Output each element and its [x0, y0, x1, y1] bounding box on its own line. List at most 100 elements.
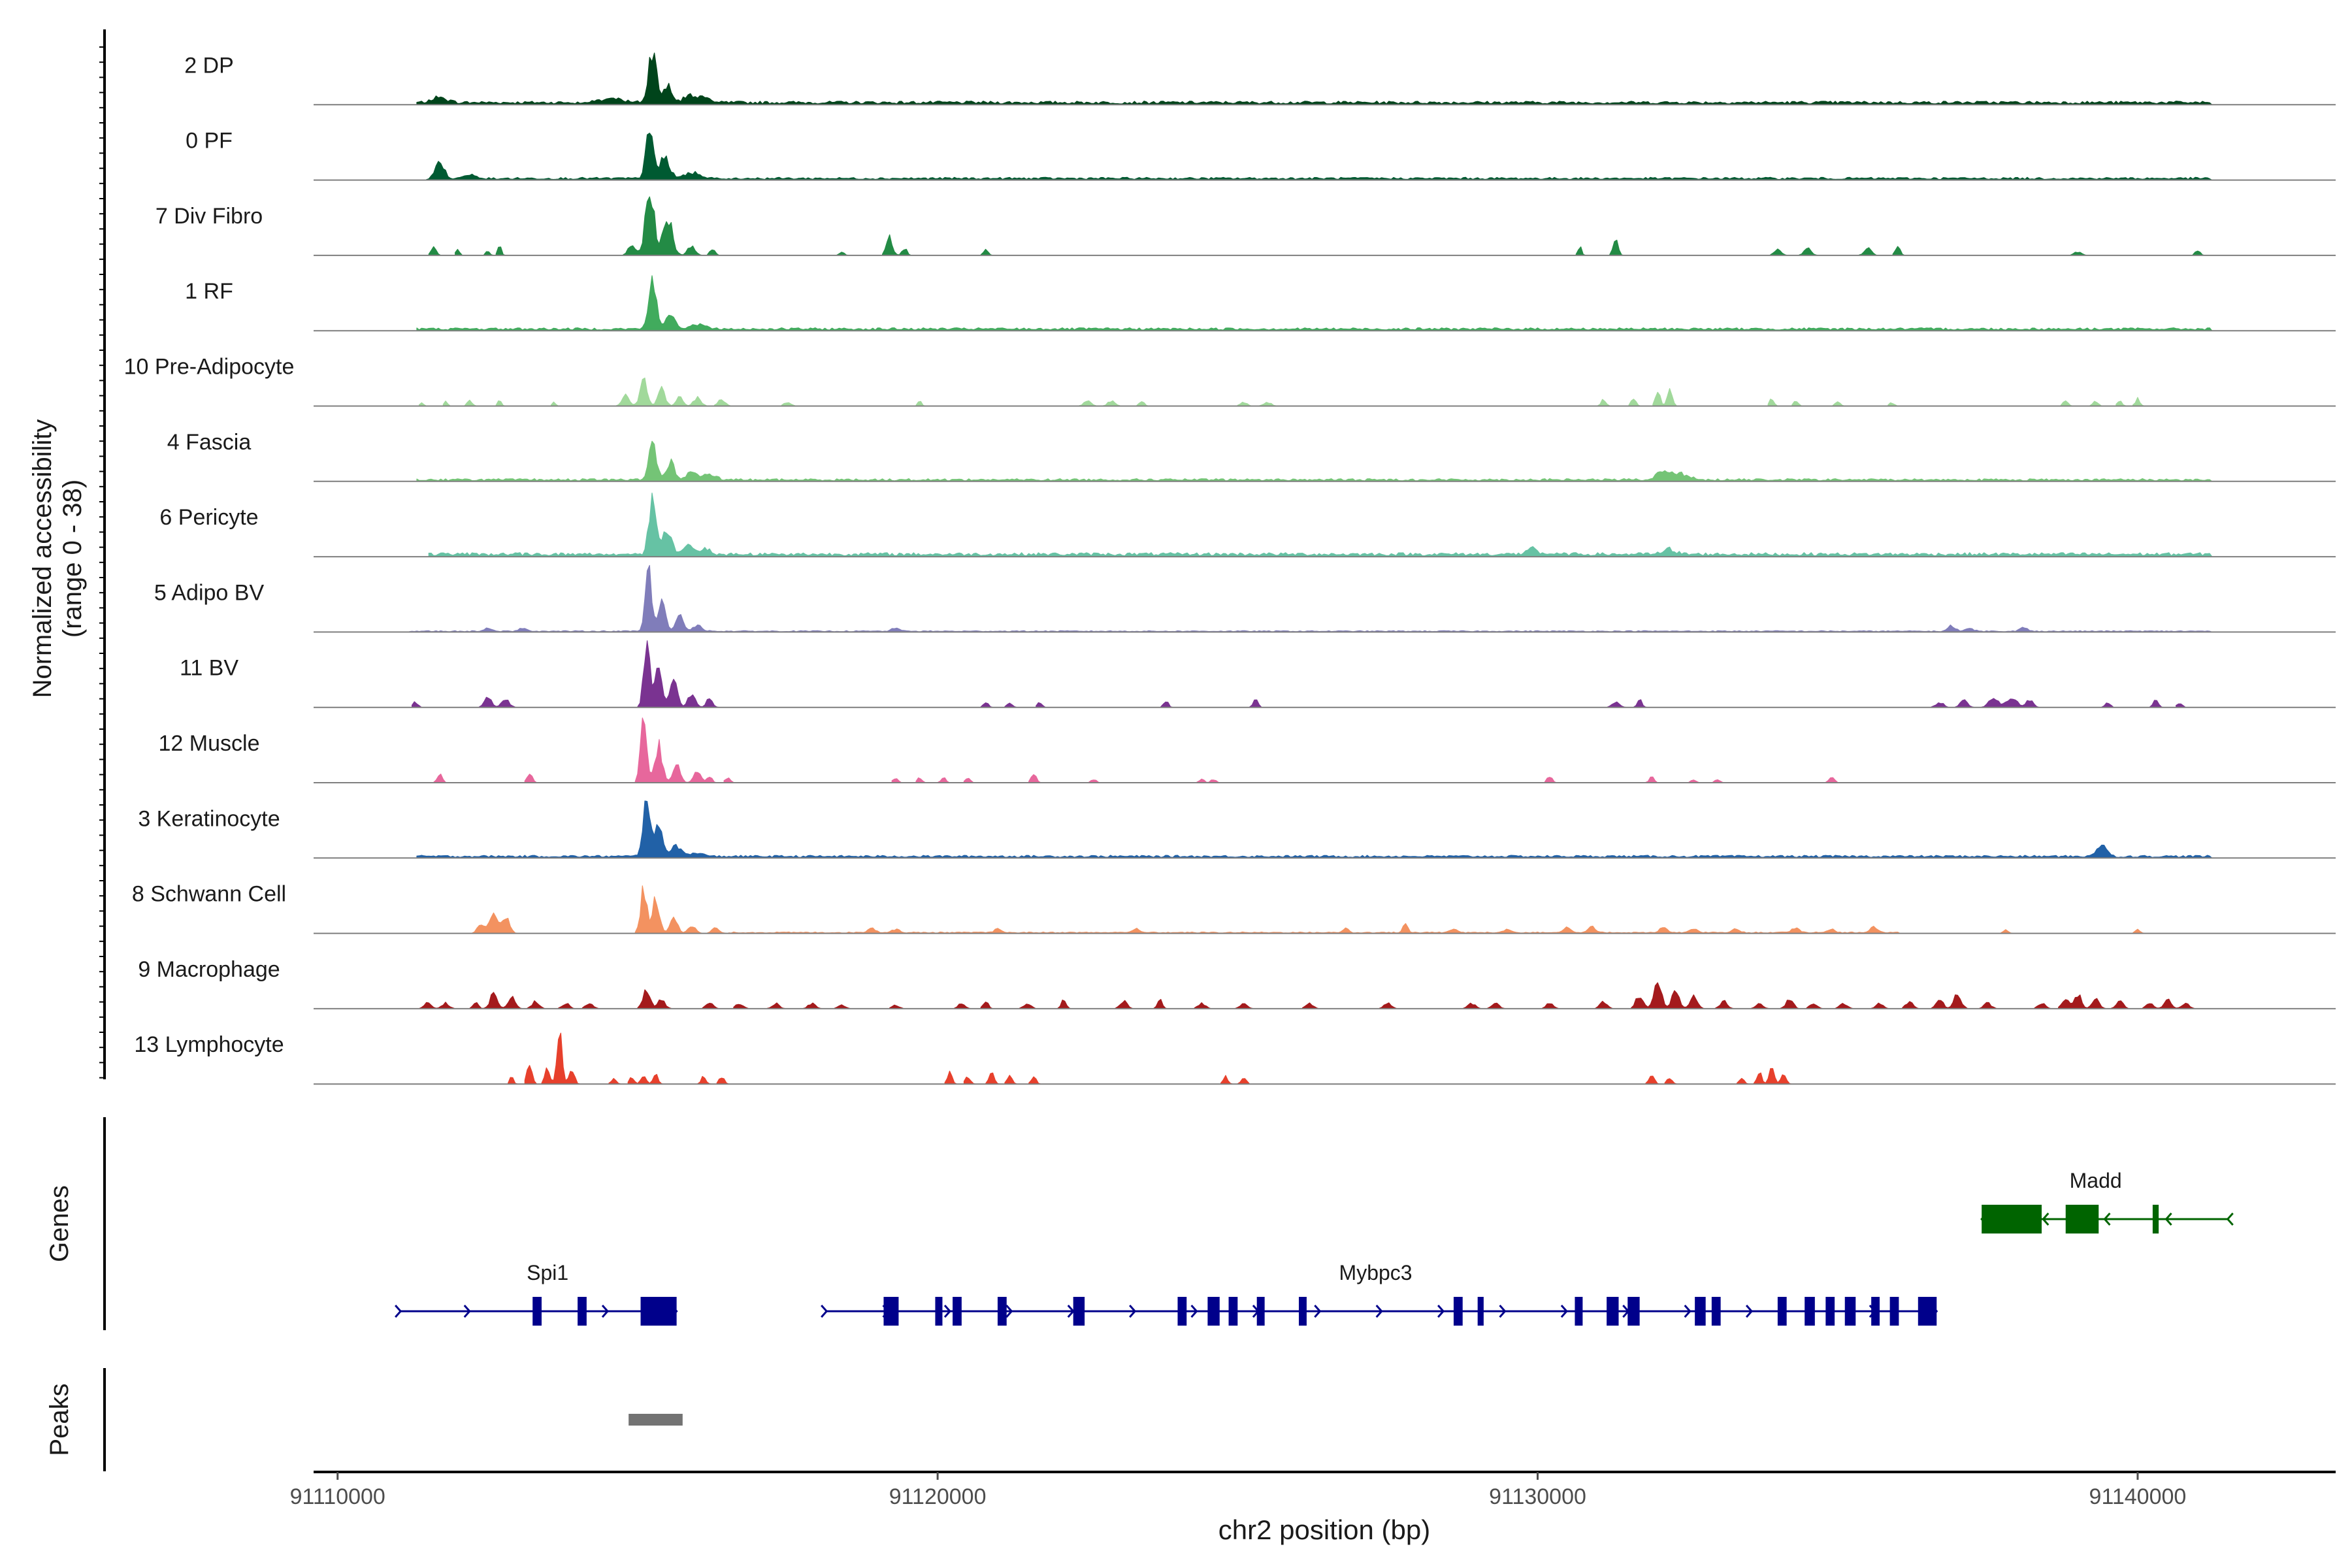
gene-exon [1453, 1297, 1463, 1326]
track-label: 9 Macrophage [138, 957, 280, 982]
gene-exon [578, 1297, 587, 1326]
strand-arrow [601, 1305, 610, 1318]
strand-arrow [1375, 1305, 1383, 1318]
genes-panel: Genes Spi1 Mybpc3 Madd [45, 1117, 2234, 1330]
gene-spi1: Spi1 [395, 1261, 678, 1326]
gene-exon [1575, 1297, 1583, 1326]
y-axis-subtitle: (range 0 - 38) [58, 480, 87, 638]
gene-models: Spi1 Mybpc3 Madd [395, 1169, 2234, 1326]
track-7: 6 Pericyte [159, 493, 2336, 558]
strand-arrow [1560, 1305, 1568, 1318]
x-tick-label: 91120000 [889, 1484, 987, 1509]
track-2: 0 PF [186, 129, 2336, 181]
strand-arrow [1437, 1305, 1445, 1318]
gene-label: Madd [2070, 1169, 2122, 1192]
coverage-area [416, 52, 2213, 105]
coverage-area [428, 493, 2213, 557]
track-label: 13 Lymphocyte [134, 1032, 284, 1057]
track-10: 12 Muscle [159, 717, 2336, 783]
track-6: 4 Fascia [167, 430, 2336, 482]
track-5: 10 Pre-Adipocyte [124, 355, 2336, 407]
gene-exon [1207, 1297, 1220, 1326]
peak-regions [629, 1414, 683, 1426]
track-label: 10 Pre-Adipocyte [124, 355, 295, 380]
gene-exon [2152, 1205, 2159, 1233]
track-label: 0 PF [186, 129, 233, 154]
gene-exon [1805, 1297, 1815, 1326]
gene-exon [1177, 1297, 1187, 1326]
strand-arrow [2103, 1213, 2111, 1226]
coverage-area [416, 440, 2213, 482]
coverage-area [471, 885, 2146, 934]
coverage-area [426, 133, 2213, 181]
track-3: 7 Div Fibro [155, 196, 2336, 256]
track-label: 3 Keratinocyte [138, 806, 280, 831]
coverage-area [409, 564, 2213, 632]
coverage-area [419, 377, 2146, 407]
gene-label: Spi1 [527, 1261, 568, 1284]
strand-arrow [821, 1305, 828, 1318]
x-axis: 91110000 91120000 91130000 91140000 [290, 1471, 2336, 1509]
gene-exon [2065, 1205, 2099, 1233]
gene-exon [1918, 1297, 1937, 1326]
coverage-area [508, 1032, 1793, 1085]
track-9: 11 BV [180, 640, 2336, 708]
coverage-area [419, 982, 2196, 1009]
strand-arrow [1190, 1305, 1198, 1318]
gene-exon [953, 1297, 962, 1326]
x-axis-title: chr2 position (bp) [1218, 1514, 1431, 1545]
strand-arrow [1005, 1305, 1013, 1318]
gene-exon [1871, 1297, 1880, 1326]
gene-exon [1889, 1297, 1899, 1326]
coverage-area [416, 275, 2213, 331]
gene-exon [883, 1297, 899, 1326]
track-label: 1 RF [185, 279, 233, 304]
gene-exon [1825, 1297, 1835, 1326]
gene-exon [1073, 1297, 1085, 1326]
gene-exon [1627, 1297, 1640, 1326]
gene-exon [1256, 1297, 1265, 1326]
x-tick-label: 91140000 [2089, 1484, 2187, 1509]
strand-arrow [943, 1305, 952, 1318]
y-axis [99, 29, 106, 1079]
track-8: 5 Adipo BV [154, 564, 2336, 633]
gene-mybpc3: Mybpc3 [821, 1261, 1938, 1326]
track-14: 13 Lymphocyte [134, 1032, 2336, 1085]
gene-exon [1982, 1205, 2042, 1233]
x-tick-label: 91130000 [1489, 1484, 1586, 1509]
gene-label: Mybpc3 [1339, 1261, 1413, 1284]
strand-arrow [1314, 1305, 1322, 1318]
strand-arrow [1499, 1305, 1507, 1318]
gene-exon [1228, 1297, 1238, 1326]
strand-arrow [395, 1305, 402, 1318]
coverage-area [428, 196, 2206, 256]
strand-arrow [463, 1305, 471, 1318]
track-label: 12 Muscle [159, 731, 260, 756]
track-1: 2 DP [184, 52, 2336, 106]
gene-exon [1844, 1297, 1856, 1326]
genes-axis-title: Genes [45, 1185, 74, 1262]
track-label: 4 Fascia [167, 430, 252, 455]
coverage-area [412, 640, 2186, 708]
track-label: 11 BV [180, 656, 238, 681]
strand-arrow [1129, 1305, 1137, 1318]
peaks-panel: Peaks [45, 1368, 683, 1471]
gene-exon [1299, 1297, 1307, 1326]
strand-arrow [1745, 1305, 1754, 1318]
accessibility-tracks: 2 DP 0 PF 7 Div Fibro 1 RF 10 Pre-Adipocyte 4… [124, 52, 2336, 1085]
gene-exon [1711, 1297, 1721, 1326]
strand-arrow [2226, 1213, 2234, 1226]
track-label: 8 Schwann Cell [132, 882, 286, 907]
track-13: 9 Macrophage [138, 957, 2336, 1009]
gene-exon [640, 1297, 677, 1326]
x-tick-label: 91110000 [290, 1484, 385, 1509]
track-label: 5 Adipo BV [154, 580, 265, 605]
coverage-area [433, 717, 1840, 783]
gene-exon [1477, 1297, 1484, 1326]
track-label: 2 DP [184, 53, 234, 78]
peaks-axis-title: Peaks [45, 1383, 74, 1456]
track-12: 8 Schwann Cell [132, 882, 2336, 934]
peak-region [629, 1414, 683, 1426]
gene-exon [997, 1297, 1007, 1326]
